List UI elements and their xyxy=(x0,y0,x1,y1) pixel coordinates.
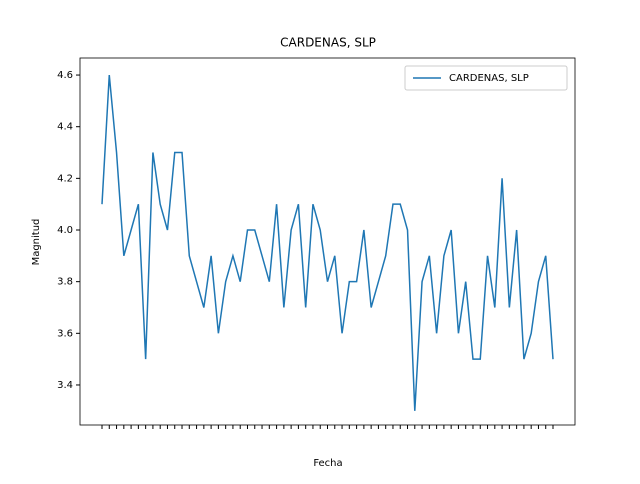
y-tick-label: 4.4 xyxy=(57,122,73,133)
y-tick-label: 3.4 xyxy=(57,380,73,391)
y-axis-label: Magnitud xyxy=(31,219,42,266)
y-tick-label: 4.6 xyxy=(57,70,73,81)
y-tick-label: 3.8 xyxy=(57,277,73,288)
line-series xyxy=(101,74,554,411)
chart-title: CARDENAS, SLP xyxy=(280,36,376,50)
x-axis-label: Fecha xyxy=(313,458,342,469)
y-tick-label: 4.2 xyxy=(57,173,73,184)
plot-frame xyxy=(79,57,576,426)
legend-label: CARDENAS, SLP xyxy=(449,73,529,84)
legend-box xyxy=(404,65,568,91)
y-tick-label: 3.6 xyxy=(57,328,73,339)
y-tick-label: 4.0 xyxy=(57,225,73,236)
